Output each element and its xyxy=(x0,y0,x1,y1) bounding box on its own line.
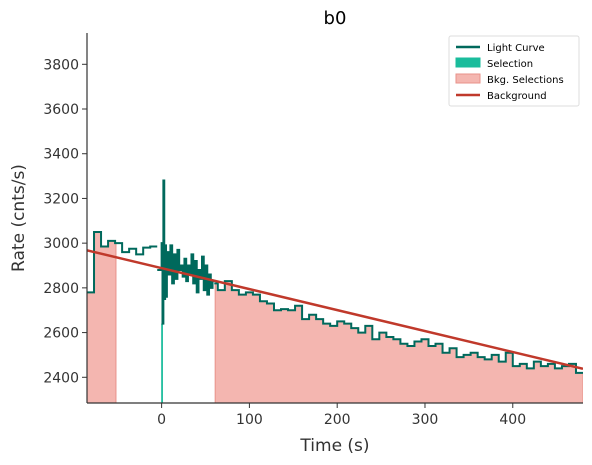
y-tick-label: 2400 xyxy=(43,370,79,386)
legend-swatch-bkg-selection xyxy=(455,73,481,84)
light-curve-selection xyxy=(157,179,215,325)
legend: Light Curve Selection Bkg. Selections Backg… xyxy=(448,35,580,107)
x-tick-label: 0 xyxy=(157,412,166,428)
y-tick-label: 2800 xyxy=(43,281,79,297)
x-tick-label: 200 xyxy=(324,412,351,428)
light-curve-post xyxy=(214,280,583,374)
y-axis-label: Rate (cnts/s) xyxy=(9,164,29,272)
legend-label: Selection xyxy=(487,59,533,70)
bkg-selection-2 xyxy=(214,280,583,403)
chart-title: b0 xyxy=(324,8,347,29)
x-axis-label: Time (s) xyxy=(299,436,369,456)
legend-label: Bkg. Selections xyxy=(487,75,564,86)
y-tick-label: 3800 xyxy=(43,57,79,73)
x-ticks: 0 100 200 300 400 xyxy=(157,403,526,428)
y-tick-label: 2600 xyxy=(43,326,79,342)
axes xyxy=(86,33,583,404)
legend-swatch-selection xyxy=(455,57,481,68)
x-tick-label: 400 xyxy=(499,412,526,428)
y-tick-label: 3400 xyxy=(43,147,79,163)
legend-box xyxy=(448,35,580,107)
plot-content xyxy=(87,179,583,403)
y-ticks: 2400 2600 2800 3000 3200 3400 3600 3800 xyxy=(43,57,87,386)
plot-area xyxy=(87,179,583,403)
bkg-selection-1 xyxy=(87,231,117,403)
y-tick-label: 3200 xyxy=(43,191,79,207)
light-curve-pre xyxy=(87,230,158,294)
x-tick-label: 300 xyxy=(412,412,439,428)
selection-band xyxy=(161,323,163,403)
x-tick-label: 100 xyxy=(236,412,263,428)
y-tick-label: 3000 xyxy=(43,236,79,252)
background-line xyxy=(87,249,583,371)
legend-label: Light Curve xyxy=(487,43,545,54)
y-tick-label: 3600 xyxy=(43,102,79,118)
legend-label: Background xyxy=(487,91,547,102)
